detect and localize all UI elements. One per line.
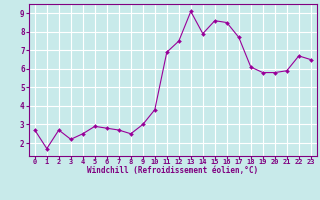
X-axis label: Windchill (Refroidissement éolien,°C): Windchill (Refroidissement éolien,°C) <box>87 166 258 175</box>
